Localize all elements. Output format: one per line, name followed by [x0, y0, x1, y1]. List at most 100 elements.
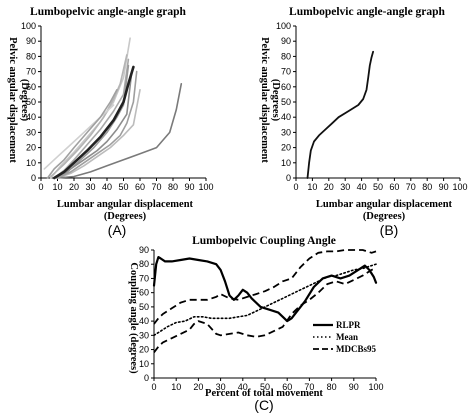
panel-a-x-tick-label: 50 [118, 182, 128, 192]
panel-c-y-tick-label: 50 [139, 302, 149, 312]
panel-b-y-tick-label: 70 [281, 67, 291, 77]
panel-a-y-tick-label: 10 [26, 158, 36, 168]
panel-b-x-tick-label: 100 [452, 182, 467, 192]
panel-b-y-tick-label: 0 [286, 173, 291, 183]
panel-a-y-tick-label: 40 [26, 112, 36, 122]
panel-c-y-tick-label: 80 [139, 259, 149, 269]
panel-c-title: Lumbopelvic Coupling Angle [192, 235, 336, 247]
panel-c-x-tick-label: 50 [260, 382, 270, 392]
panel-a-x-tick-label: 80 [168, 182, 178, 192]
panel-c-y-tick-label: 60 [139, 288, 149, 298]
panel-c-x-tick-label: 60 [282, 382, 292, 392]
panel-c-x-tick-label: 20 [193, 382, 203, 392]
panel-b-x-tick-label: 80 [422, 182, 432, 192]
panel-c-label: (C) [254, 397, 273, 413]
panel-c-plot: 0 10 20 30 40 50 60 70 80 90 100 0 10 20 30 40 50 60 70 80 9… [139, 245, 384, 392]
panel-a-xlabel-line2: (Degrees) [104, 211, 147, 222]
panel-b-y-tick-label: 40 [281, 112, 291, 122]
panel-a-label: (A) [108, 222, 127, 238]
panel-b-x-tick-label: 90 [439, 182, 449, 192]
panel-b-y-tick-label: 60 [281, 82, 291, 92]
panel-c-x-tick-label: 80 [327, 382, 337, 392]
panel-a-y-tick-label: 70 [26, 67, 36, 77]
panel-c-x-tick-label: 70 [304, 382, 314, 392]
panel-a-x-tick-label: 20 [69, 182, 79, 192]
panel-c-y-tick-label: 0 [144, 373, 149, 383]
panel-b-plot: 0 10 20 30 40 50 60 70 80 90 100010203040506070809… [276, 21, 468, 192]
panel-a-x-tick-label: 30 [85, 182, 95, 192]
panel-a-y-tick-label: 50 [26, 97, 36, 107]
panel-b-y-tick-label: 10 [281, 158, 291, 168]
panel-c-xlabel: Percent of total movement [205, 388, 323, 399]
panel-a-ylabel-line1: Pelvic angular displacement [7, 37, 18, 163]
panel-a-y-tick-label: 20 [26, 143, 36, 153]
panel-a-y-tick-label: 80 [26, 51, 36, 61]
panel-c-y-tick-label: 90 [139, 245, 149, 255]
panel-c-y-tick-label: 30 [139, 330, 149, 340]
panel-c-y-tick-label: 20 [139, 345, 149, 355]
panel-c-series-line-1 [152, 256, 378, 323]
panel-a-ylabel-line2: (Degrees) [19, 79, 30, 122]
legend-label-rlpr: RLPR [336, 320, 361, 330]
panel-a-title: Lumbopelvic angle-angle graph [30, 6, 187, 18]
panel-b-ylabel-line2: (Degrees) [270, 79, 281, 122]
panel-b-x-tick-label: 40 [357, 182, 367, 192]
panel-a-series-line-8 [43, 104, 115, 170]
panel-a-x-tick-label: 10 [52, 182, 62, 192]
panel-b-xlabel-line1: Lumbar angular displacement [316, 199, 453, 210]
panel-b-x-tick-label: 10 [307, 182, 317, 192]
panel-a-series-line-9 [46, 89, 118, 179]
panel-b-x-tick-label: 20 [324, 182, 334, 192]
panel-b-y-tick-label: 80 [281, 51, 291, 61]
panel-a-series-line-11 [52, 65, 135, 180]
panel-b-y-tick-label: 20 [281, 143, 291, 153]
panel-a-series-line-10 [56, 70, 138, 179]
panel-b-label: (B) [380, 222, 399, 238]
panel-c: Lumbopelvic Coupling Angle 0 10 20 30 40 50 60… [128, 235, 384, 413]
panel-b-x-tick-label: 70 [406, 182, 416, 192]
panel-a: Lumbopelvic angle-angle graph 0 10 20 30 40 5… [7, 6, 214, 238]
legend-label-mean: Mean [336, 332, 358, 342]
panel-a-y-tick-label: 0 [31, 173, 36, 183]
panel-c-y-tick-label: 70 [139, 273, 149, 283]
panel-b-y-tick-label: 30 [281, 127, 291, 137]
panel-c-legend: RLPR Mean MDCBs95 [313, 320, 376, 354]
panel-a-y-tick-label: 60 [26, 82, 36, 92]
panel-b-title: Lumbopelvic angle-angle graph [289, 6, 446, 18]
panel-a-xlabel-line1: Lumbar angular displacement [57, 199, 194, 210]
panel-a-x-tick-label: 40 [102, 182, 112, 192]
panel-a-x-tick-label: 100 [198, 182, 213, 192]
panel-a-x-tick-label: 0 [38, 182, 43, 192]
panel-b: Lumbopelvic angle-angle graph 0 10 20 30 40 5… [259, 6, 468, 238]
panel-b-y-tick-label: 100 [276, 21, 291, 31]
panel-a-series-line-2 [50, 54, 128, 178]
panel-c-series-line-2 [153, 263, 377, 337]
panel-c-x-tick-label: 10 [171, 382, 181, 392]
panel-a-series-line-7 [56, 83, 183, 179]
panel-a-series-line-1 [50, 37, 131, 179]
panel-b-ylabel-line1: Pelvic angular displacement [259, 37, 270, 163]
panel-c-y-tick-label: 10 [139, 359, 149, 369]
panel-c-x-tick-label: 0 [151, 382, 156, 392]
panel-a-y-tick-label: 90 [26, 36, 36, 46]
panel-c-series-line-3 [153, 249, 377, 325]
panel-b-series-line-1 [306, 50, 374, 179]
panel-a-y-tick-label: 30 [26, 127, 36, 137]
panel-b-x-tick-label: 60 [389, 182, 399, 192]
panel-c-x-tick-label: 40 [238, 382, 248, 392]
panel-b-x-tick-label: 50 [373, 182, 383, 192]
panel-c-x-tick-label: 30 [216, 382, 226, 392]
panel-a-y-tick-label: 100 [21, 21, 36, 31]
panel-a-plot: 0 10 20 30 40 50 60 70 80 90 100 0 10 20 30 40 50 60 70 80 9… [21, 21, 214, 192]
panel-c-ylabel: Coupling angle (degrees) [128, 262, 139, 374]
legend-label-mdcbs95: MDCBs95 [336, 344, 376, 354]
panel-c-x-tick-label: 100 [368, 382, 383, 392]
panel-c-y-tick-label: 40 [139, 316, 149, 326]
panel-b-y-tick-label: 50 [281, 97, 291, 107]
panel-a-x-tick-label: 90 [184, 182, 194, 192]
panel-c-series-line-4 [153, 267, 377, 353]
panel-b-x-tick-label: 30 [340, 182, 350, 192]
panel-b-xlabel-line2: (Degrees) [363, 211, 406, 222]
panel-b-x-tick-label: 0 [293, 182, 298, 192]
